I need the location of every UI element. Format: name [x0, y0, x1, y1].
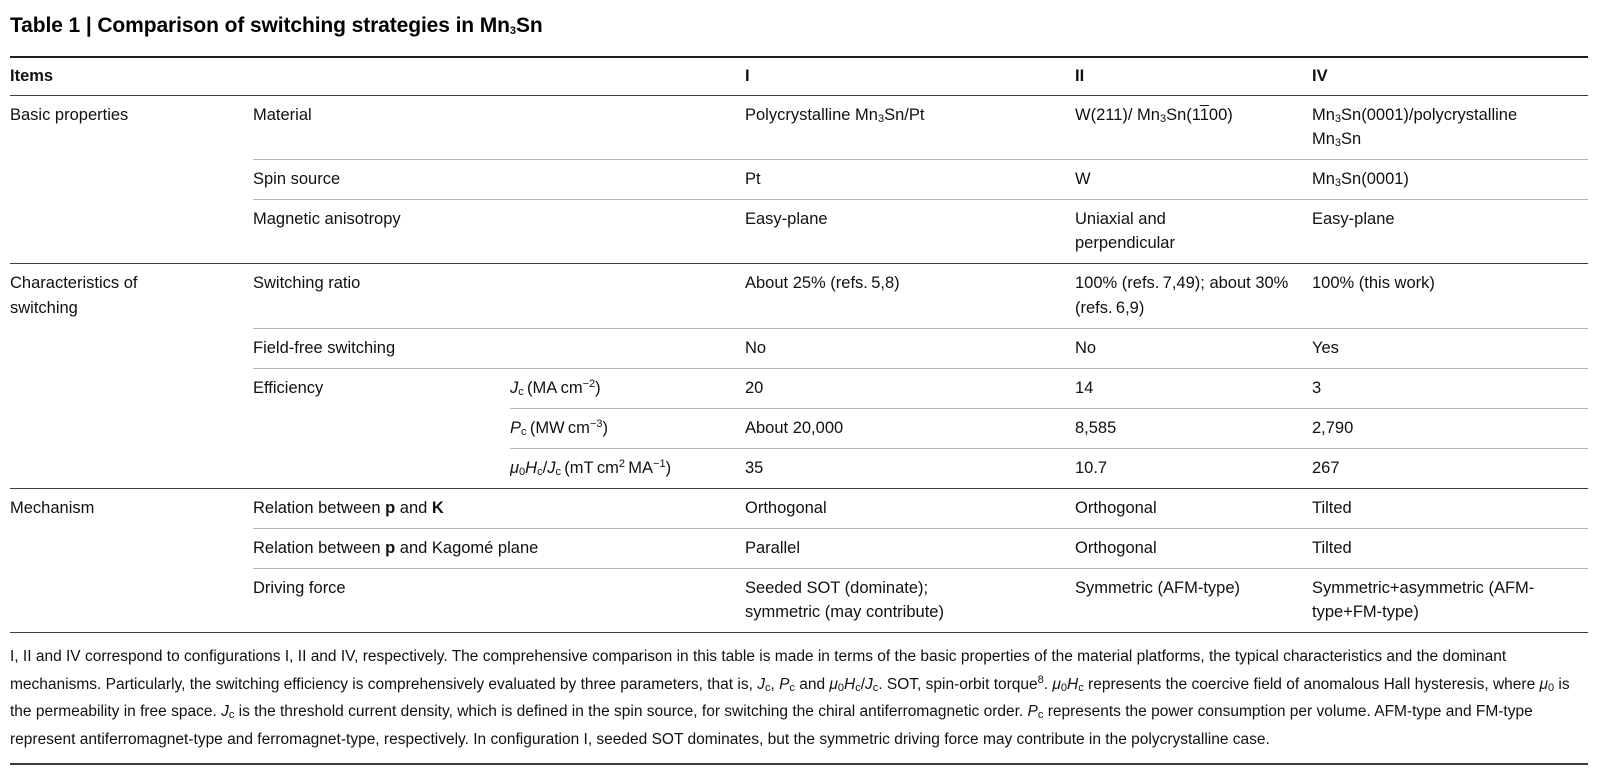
cell-anisotropy-i: Easy-plane	[745, 199, 1075, 264]
column-header-items: Items	[10, 56, 745, 97]
row-label-relation-p-k: Relation between p and K	[253, 487, 745, 529]
cell-relation-p-k-iv: Tilted	[1312, 487, 1588, 529]
table-row: Basic properties Material Polycrystallin…	[10, 95, 1588, 264]
param-label-jc: Jc (MA cm−2)	[510, 367, 745, 409]
param-label-hc-jc: μ0Hc/Jc (mT cm2 MA−1)	[510, 447, 745, 489]
row-group-characteristics: Characteristics of switching	[10, 263, 253, 489]
footnote-text: I, II and IV correspond to configuration…	[10, 648, 1570, 748]
table-row: Mechanism Relation between p and K Ortho…	[10, 487, 1588, 633]
cell-driving-force-i: Seeded SOT (dominate); symmetric (may co…	[745, 568, 1075, 633]
cell-field-free-iv: Yes	[1312, 327, 1588, 369]
cell-relation-p-k-i: Orthogonal	[745, 487, 1075, 529]
table-title: Table 1 | Comparison of switching strate…	[10, 14, 543, 37]
cell-material-ii: W(211)/ Mn3Sn(1100)	[1075, 95, 1312, 160]
cell-jc-ii: 14	[1075, 367, 1312, 409]
cell-spin-source-i: Pt	[745, 159, 1075, 200]
cell-material-iv: Mn3Sn(0001)/polycrystalline Mn3Sn	[1312, 95, 1588, 160]
cell-pc-i: About 20,000	[745, 407, 1075, 449]
cell-jc-i: 20	[745, 367, 1075, 409]
cell-material-iv-text: Mn3Sn(0001)/polycrystalline Mn3Sn	[1312, 106, 1518, 150]
column-header-config-iv: IV	[1312, 56, 1588, 97]
table-row: Field-free switching No No Yes	[10, 327, 1588, 369]
cell-switching-ratio-ii: 100% (refs. 7,49); about 30% (refs. 6,9)	[1075, 263, 1312, 329]
row-group-characteristics-text: Characteristics of switching	[10, 274, 138, 317]
cell-hc-jc-iv: 267	[1312, 447, 1588, 489]
row-group-mechanism: Mechanism	[10, 487, 253, 633]
cell-driving-force-iv: Symmetric+asymmetric (AFM-type+FM-type)	[1312, 568, 1588, 633]
table-row: Relation between p and Kagomé plane Para…	[10, 528, 1588, 569]
table-bottom-rule	[10, 762, 1588, 765]
cell-field-free-ii: No	[1075, 327, 1312, 369]
row-label-magnetic-anisotropy: Magnetic anisotropy	[253, 199, 745, 264]
cell-material-i: Polycrystalline Mn3Sn/Pt	[745, 95, 1075, 160]
row-label-field-free-switching: Field-free switching	[253, 327, 745, 369]
row-group-basic-properties: Basic properties	[10, 95, 253, 264]
cell-anisotropy-ii: Uniaxial and perpendicular	[1075, 199, 1312, 264]
cell-anisotropy-iv: Easy-plane	[1312, 199, 1588, 264]
row-label-material: Material	[253, 95, 745, 160]
cell-relation-p-k-ii: Orthogonal	[1075, 487, 1312, 529]
table-row: Characteristics of switching Switching r…	[10, 263, 1588, 489]
table-row: μ0Hc/Jc (mT cm2 MA−1) 35 10.7 267	[10, 447, 1588, 489]
cell-field-free-i: No	[745, 327, 1075, 369]
column-header-config-ii: II	[1075, 56, 1312, 97]
cell-hc-jc-ii: 10.7	[1075, 447, 1312, 489]
table-row: Efficiency Jc (MA cm−2) 20 14 3	[10, 367, 1588, 489]
cell-driving-force-ii: Symmetric (AFM-type)	[1075, 568, 1312, 633]
cell-spin-source-ii: W	[1075, 159, 1312, 200]
cell-pc-ii: 8,585	[1075, 407, 1312, 449]
cell-switching-ratio-i: About 25% (refs. 5,8)	[745, 263, 1075, 329]
table-row: Magnetic anisotropy Easy-plane Uniaxial …	[10, 199, 1588, 264]
row-label-spin-source: Spin source	[253, 159, 745, 200]
row-label-switching-ratio: Switching ratio	[253, 263, 745, 329]
cell-relation-kagome-iv: Tilted	[1312, 528, 1588, 569]
param-label-pc: Pc (MW cm−3)	[510, 407, 745, 449]
comparison-table: Items I II IV Basic properties Material …	[10, 56, 1588, 634]
cell-relation-kagome-i: Parallel	[745, 528, 1075, 569]
cell-relation-kagome-ii: Orthogonal	[1075, 528, 1312, 569]
table-row: Pc (MW cm−3) About 20,000 8,585 2,790	[10, 407, 1588, 449]
cell-jc-iv: 3	[1312, 367, 1588, 409]
cell-pc-iv: 2,790	[1312, 407, 1588, 449]
cell-hc-jc-i: 35	[745, 447, 1075, 489]
header-row: Items I II IV	[10, 56, 1588, 97]
row-label-relation-p-kagome: Relation between p and Kagomé plane	[253, 528, 745, 569]
table-row: Spin source Pt W Mn3Sn(0001)	[10, 159, 1588, 200]
column-header-config-i: I	[745, 56, 1075, 97]
table-row: Driving force Seeded SOT (dominate); sym…	[10, 568, 1588, 633]
cell-anisotropy-ii-text: Uniaxial and perpendicular	[1075, 210, 1175, 253]
cell-switching-ratio-iv: 100% (this work)	[1312, 263, 1588, 329]
row-label-efficiency: Efficiency	[253, 367, 510, 489]
row-label-driving-force: Driving force	[253, 568, 745, 633]
cell-driving-force-i-text: Seeded SOT (dominate); symmetric (may co…	[745, 579, 944, 622]
cell-spin-source-iv: Mn3Sn(0001)	[1312, 159, 1588, 200]
